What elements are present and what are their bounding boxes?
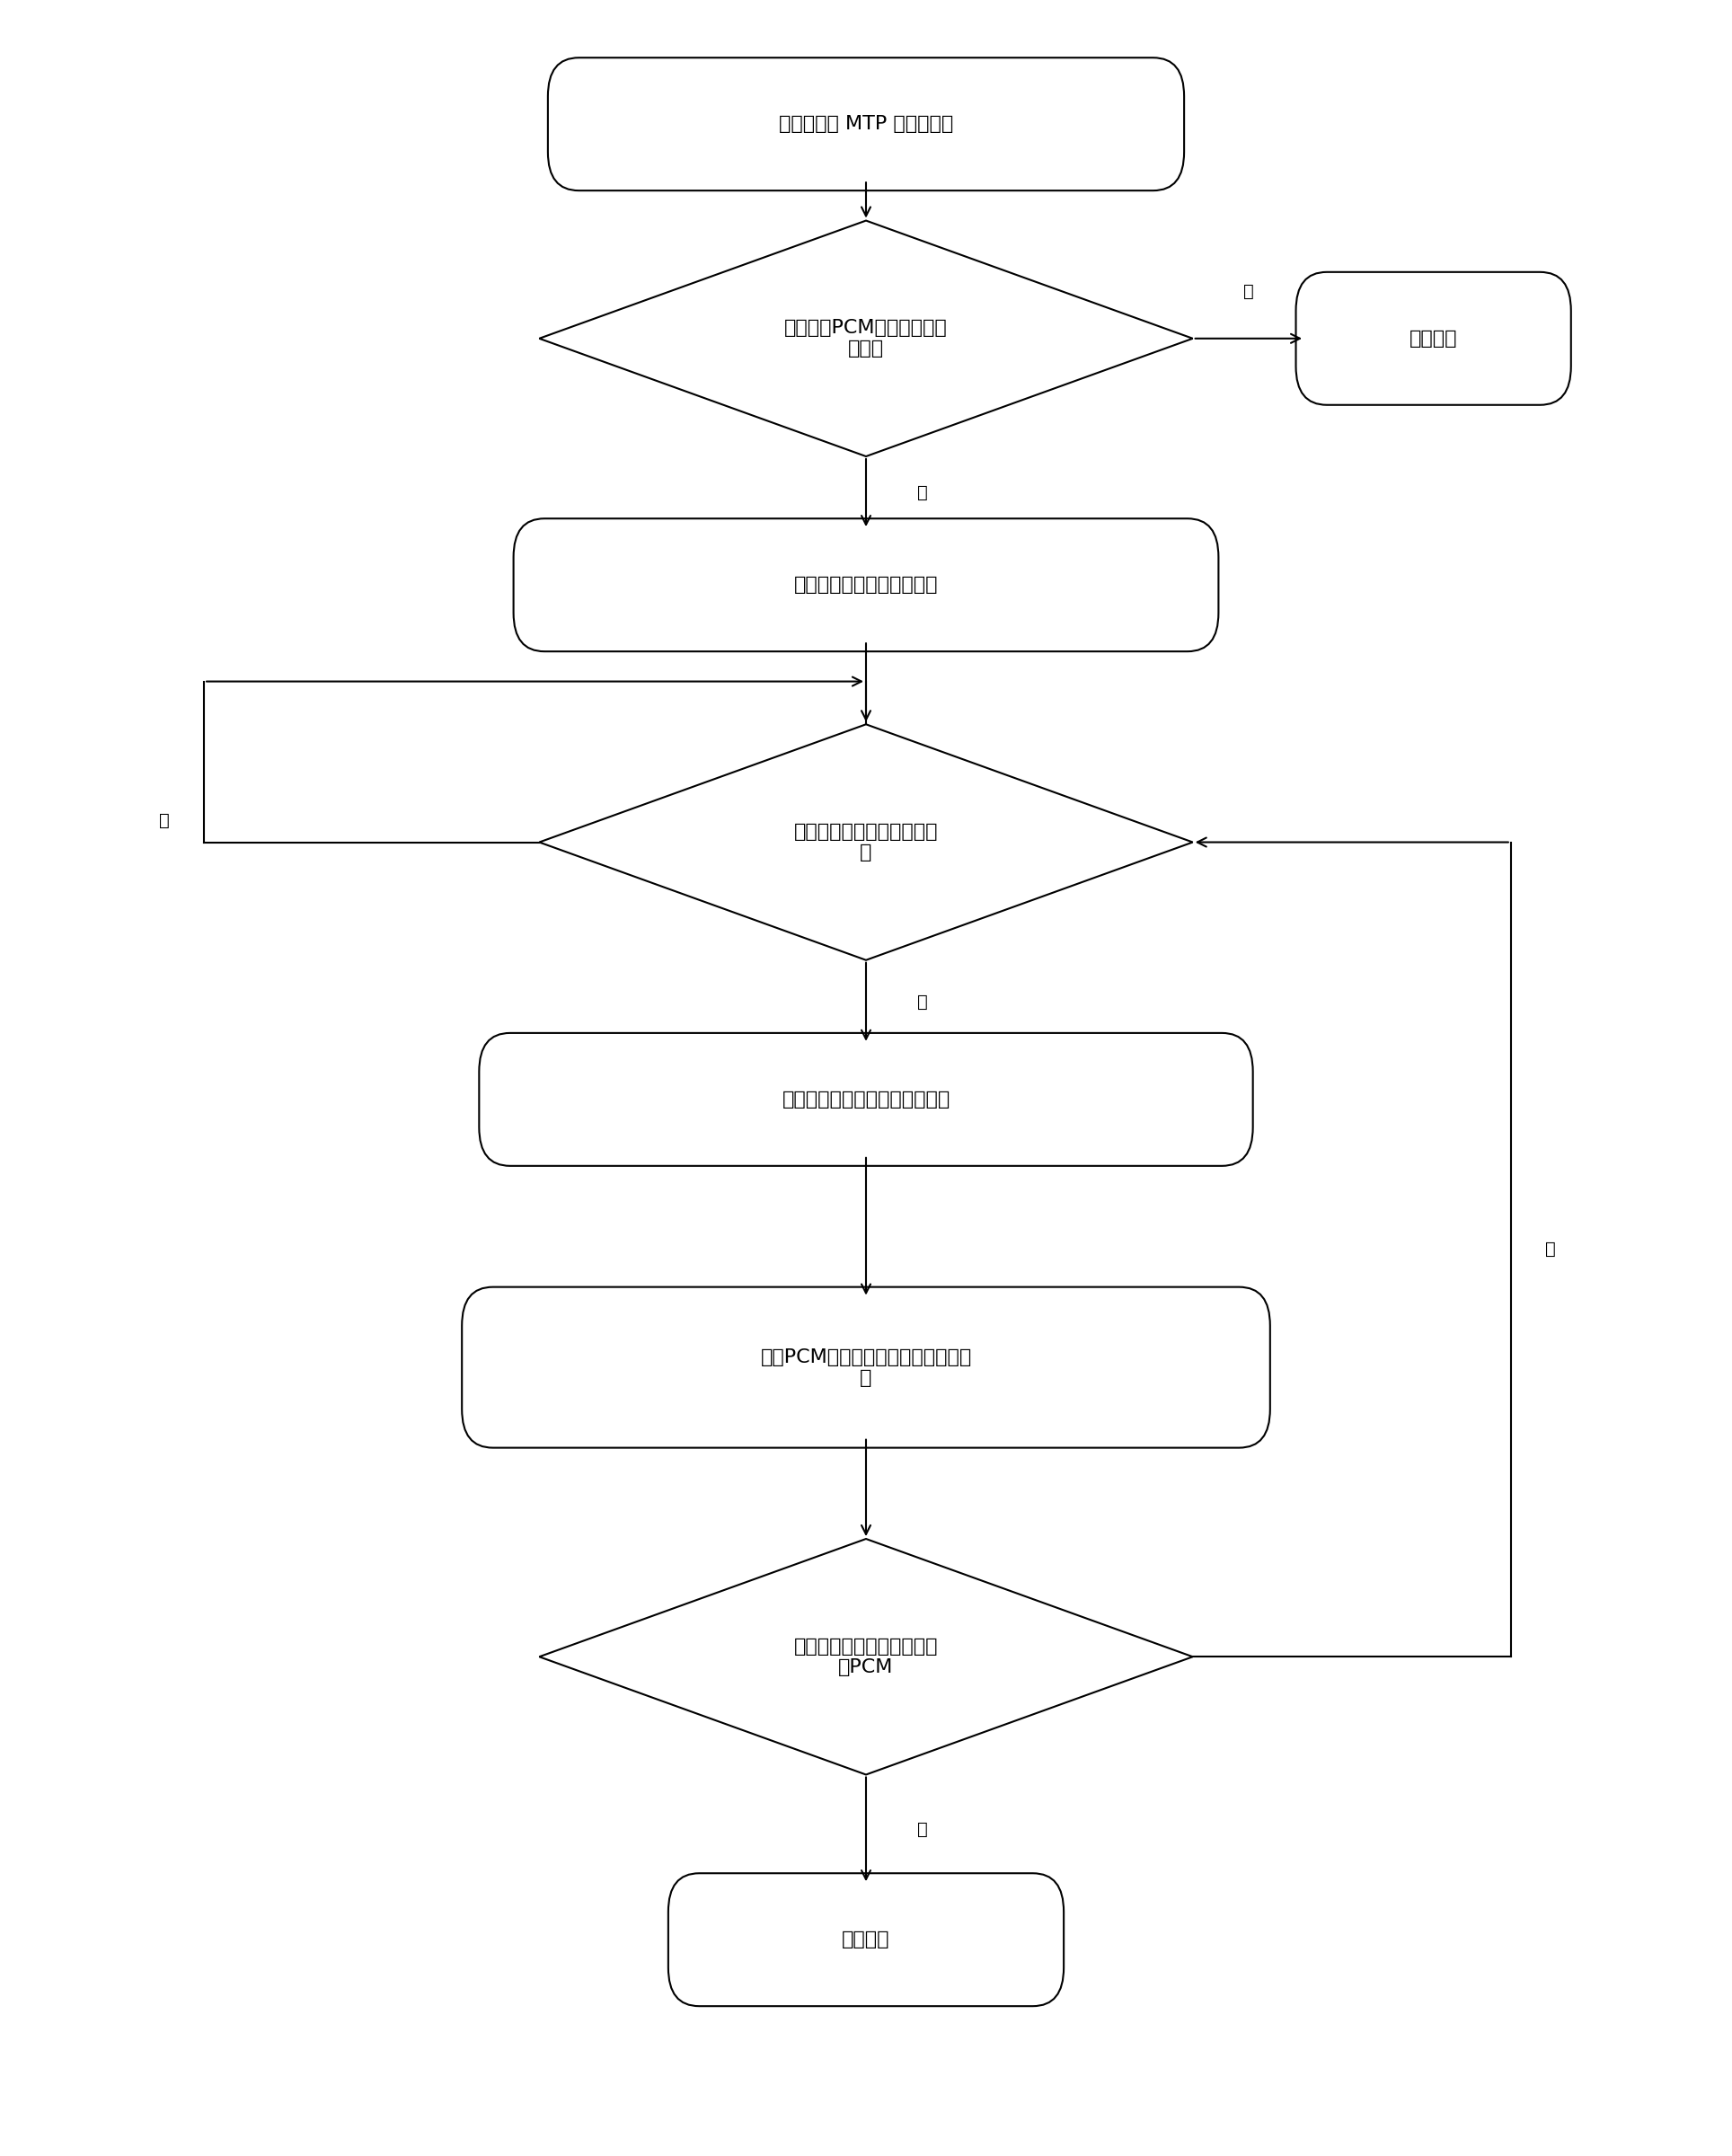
- Text: 否: 否: [159, 813, 170, 830]
- FancyBboxPatch shape: [669, 1874, 1063, 2005]
- Text: 该信息与PCM控制表记录是
否相同: 该信息与PCM控制表记录是 否相同: [785, 319, 947, 358]
- Text: 记录相关信息并开启定时器: 记录相关信息并开启定时器: [793, 576, 939, 593]
- Text: 对该PCM的电路按照上报状态进行处
理: 对该PCM的电路按照上报状态进行处 理: [760, 1348, 972, 1386]
- Text: 找到最先一条有上报状态的记录: 找到最先一条有上报状态的记录: [781, 1091, 951, 1108]
- Text: 用户层接收 MTP 上报的信息: 用户层接收 MTP 上报的信息: [779, 114, 953, 134]
- FancyBboxPatch shape: [480, 1033, 1252, 1166]
- Text: 结束流程: 结束流程: [842, 1932, 890, 1949]
- Polygon shape: [539, 220, 1193, 457]
- Text: 判断定时器是否超过设定时
间: 判断定时器是否超过设定时 间: [793, 824, 939, 862]
- FancyBboxPatch shape: [1296, 272, 1571, 405]
- Text: 否: 否: [1244, 282, 1254, 300]
- Text: 是: 是: [1545, 1242, 1555, 1257]
- Text: 是: 是: [918, 485, 928, 502]
- FancyBboxPatch shape: [462, 1287, 1270, 1449]
- Polygon shape: [539, 1539, 1193, 1774]
- FancyBboxPatch shape: [547, 58, 1185, 190]
- Text: 不予处理: 不予处理: [1410, 330, 1457, 347]
- Text: 是否存在下一条有上报记录
的PCM: 是否存在下一条有上报记录 的PCM: [793, 1636, 939, 1675]
- Text: 是: 是: [918, 994, 928, 1011]
- FancyBboxPatch shape: [513, 520, 1219, 651]
- Polygon shape: [539, 724, 1193, 959]
- Text: 否: 否: [918, 1822, 928, 1837]
